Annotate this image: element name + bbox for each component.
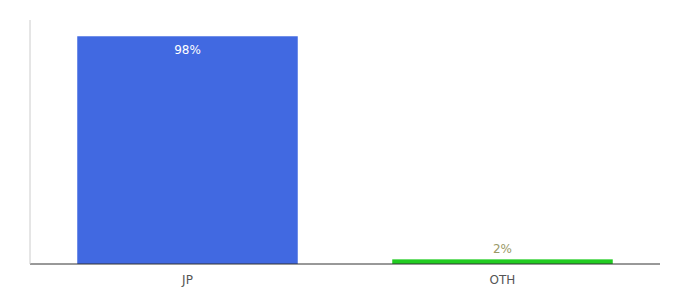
x-axis-line: [30, 264, 660, 265]
bar: [77, 36, 298, 264]
bars: [77, 36, 613, 264]
y-axis-line: [30, 20, 31, 264]
chart-container: JP OTH 98% 2%: [0, 0, 680, 300]
chart-svg: JP OTH 98% 2%: [0, 0, 680, 300]
data-label: 2%: [493, 242, 512, 256]
data-label: 98%: [174, 43, 201, 57]
bar: [392, 259, 613, 264]
x-tick-label: OTH: [490, 273, 516, 287]
x-tick-label: JP: [181, 273, 193, 287]
data-labels: 98% 2%: [174, 43, 512, 256]
